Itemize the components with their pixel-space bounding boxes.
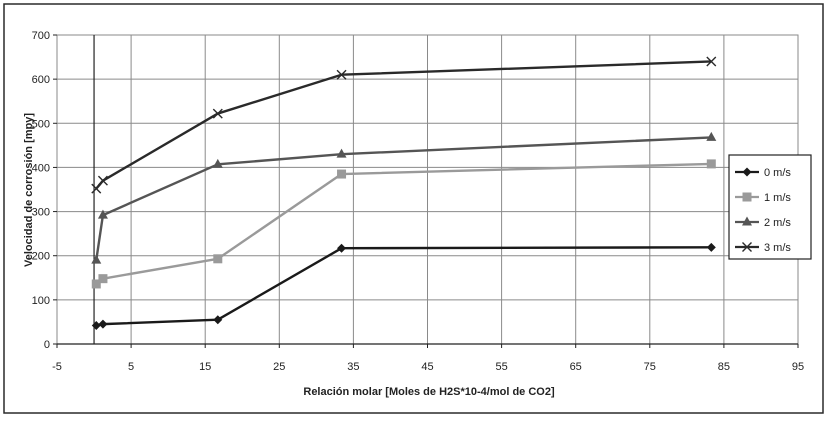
data-point <box>97 175 108 186</box>
x-tick-label: 95 <box>792 361 804 373</box>
x-tick-label: 55 <box>495 361 507 373</box>
data-point <box>212 108 223 119</box>
y-tick-label: 700 <box>32 30 50 42</box>
data-point <box>337 169 347 179</box>
y-tick-label: 0 <box>44 339 50 351</box>
data-point <box>336 148 347 158</box>
y-tick-label: 400 <box>32 162 50 174</box>
data-point <box>706 131 717 141</box>
legend-label: 2 m/s <box>764 217 791 229</box>
legend-item: 2 m/s <box>735 216 791 229</box>
data-point <box>706 56 717 67</box>
legend-label: 3 m/s <box>764 242 791 254</box>
x-tick-label: 85 <box>718 361 730 373</box>
data-point <box>212 158 223 168</box>
grid-lines <box>56 34 799 345</box>
legend: 0 m/s 1 m/s 2 m/s 3 m/s <box>728 154 812 260</box>
data-point <box>98 319 108 329</box>
data-point <box>98 274 108 284</box>
series-2-m-s <box>91 131 717 264</box>
y-axis-label: Velocidad de corrosión [mpy] <box>23 113 35 267</box>
x-tick-label: 45 <box>421 361 433 373</box>
data-point <box>213 254 223 264</box>
data-point <box>337 243 347 253</box>
legend-marker <box>742 167 752 177</box>
data-point <box>706 159 716 169</box>
legend-marker <box>742 192 752 202</box>
x-tick-label: -5 <box>52 361 62 373</box>
data-point <box>91 320 101 330</box>
x-tick-label: 5 <box>128 361 134 373</box>
legend-item: 0 m/s <box>735 167 791 179</box>
series-group <box>91 56 717 330</box>
data-point <box>91 254 102 264</box>
series-3-m-s <box>91 56 717 194</box>
legend-item: 1 m/s <box>735 192 791 204</box>
legend-item: 3 m/s <box>735 242 791 254</box>
chart-border <box>3 3 824 414</box>
data-point <box>91 183 102 194</box>
x-tick-label: 75 <box>644 361 656 373</box>
data-point <box>91 279 101 289</box>
data-point <box>336 69 347 80</box>
y-tick-label: 100 <box>32 295 50 307</box>
legend-marker <box>742 242 752 252</box>
data-point <box>97 209 108 219</box>
y-tick-label: 300 <box>32 207 50 219</box>
x-axis-label: Relación molar [Moles de H2S*10-4/mol de… <box>303 386 555 398</box>
y-tick-label: 200 <box>32 251 50 263</box>
data-point <box>213 315 223 325</box>
x-tick-label: 65 <box>570 361 582 373</box>
x-tick-label: 15 <box>199 361 211 373</box>
legend-label: 0 m/s <box>764 167 791 179</box>
legend-label: 1 m/s <box>764 192 791 204</box>
x-tick-label: 25 <box>273 361 285 373</box>
x-tick-label: 35 <box>347 361 359 373</box>
axes: 0 100 200 300 400 500 600 700 -5 5 15 25 35 45 55 65 75 8… <box>32 30 804 373</box>
y-tick-label: 600 <box>32 74 50 86</box>
legend-marker <box>742 216 752 226</box>
series-0-m-s <box>91 242 716 330</box>
y-tick-label: 500 <box>32 118 50 130</box>
data-point <box>706 242 716 252</box>
series-1-m-s <box>91 159 716 289</box>
